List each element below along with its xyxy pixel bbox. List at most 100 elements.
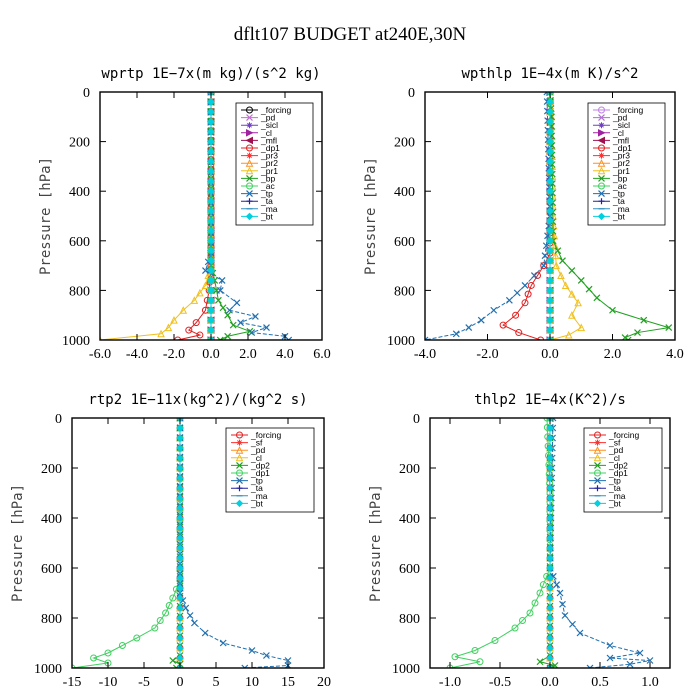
data-point xyxy=(176,654,184,662)
data-point xyxy=(207,237,215,245)
data-point xyxy=(176,474,184,482)
data-point xyxy=(546,118,554,126)
data-point xyxy=(201,281,210,289)
panel-4: thlp2 1E−4x(K^2)/s Pressure [hPa] -1.0 -0.5… xyxy=(368,392,671,690)
data-point xyxy=(546,564,554,572)
data-point xyxy=(646,657,654,664)
data-point xyxy=(634,329,641,336)
data-point xyxy=(176,434,184,442)
data-point xyxy=(176,644,184,652)
y-tick-label: 600 xyxy=(394,235,415,250)
plot-frame xyxy=(71,417,325,669)
data-point xyxy=(554,247,562,255)
data-point xyxy=(585,285,593,293)
data-point xyxy=(551,251,560,260)
y-tick-label: 1000 xyxy=(387,334,415,349)
data-point xyxy=(251,313,259,320)
data-point xyxy=(546,464,554,472)
data-point xyxy=(531,599,539,607)
data-point xyxy=(606,654,614,662)
data-point xyxy=(176,524,184,532)
data-point xyxy=(539,581,547,589)
legend-entry: _sf xyxy=(250,438,263,448)
legend: _forcing_pd_sicl_cl_mfl_dp1_pr3_pr2_pr1_… xyxy=(587,102,666,226)
x-tick-label: 15 xyxy=(281,675,295,690)
data-point xyxy=(546,227,554,235)
legend-marker xyxy=(245,212,254,221)
data-point xyxy=(561,612,569,619)
data-point xyxy=(546,326,554,334)
legend-entry: _mfl xyxy=(260,135,277,145)
legend-marker xyxy=(236,469,243,477)
data-point xyxy=(176,494,184,502)
data-point xyxy=(546,316,554,324)
data-point xyxy=(465,324,473,332)
series-line-pr1 xyxy=(100,92,212,340)
x-tick-label: 10 xyxy=(245,675,259,690)
data-point xyxy=(190,619,198,627)
data-point xyxy=(546,584,554,592)
data-point xyxy=(546,266,554,275)
legend-marker xyxy=(598,174,605,182)
series-line-dp1 xyxy=(502,92,551,340)
legend-marker xyxy=(597,212,606,221)
legend-marker xyxy=(594,439,601,446)
data-point xyxy=(207,247,215,255)
legend-marker xyxy=(593,453,602,462)
data-point xyxy=(546,504,554,512)
data-point xyxy=(207,108,215,116)
data-point xyxy=(451,653,459,661)
data-point xyxy=(568,267,576,274)
x-tick-label: 0.0 xyxy=(541,347,559,362)
legend-marker xyxy=(598,106,605,114)
x-tick-label: 20 xyxy=(317,675,331,690)
data-point xyxy=(546,157,554,166)
data-point xyxy=(214,296,222,304)
legend-marker xyxy=(598,152,605,159)
legend-marker xyxy=(598,122,605,129)
x-tick-label: 6.0 xyxy=(313,347,331,362)
legend-marker xyxy=(597,159,606,167)
y-tick-label: 0 xyxy=(408,86,415,101)
legend-entry: _bt xyxy=(250,498,263,508)
legend-entry: _bp xyxy=(612,173,627,183)
data-point xyxy=(176,534,184,542)
legend-entry: _pd xyxy=(608,445,623,455)
series-group xyxy=(425,92,673,340)
data-point xyxy=(207,227,215,235)
legend-marker xyxy=(246,128,254,137)
data-point xyxy=(546,108,554,116)
y-tick-label: 800 xyxy=(41,612,62,627)
data-point xyxy=(176,554,184,562)
y-tick-label: 200 xyxy=(41,462,62,477)
data-point xyxy=(546,664,554,668)
series-line-dp1 xyxy=(72,418,181,668)
series-line-dp1 xyxy=(449,418,551,668)
x-tick-label: 5 xyxy=(213,675,220,690)
data-point xyxy=(546,654,554,662)
legend-entry: _cl xyxy=(608,453,620,463)
y-tick-label: 0 xyxy=(413,412,420,427)
legend-marker xyxy=(245,136,253,145)
data-point xyxy=(577,277,585,284)
data-point xyxy=(490,306,498,314)
data-point xyxy=(546,306,554,314)
legend-marker xyxy=(236,431,243,439)
data-point xyxy=(176,514,184,522)
data-point xyxy=(540,262,548,270)
legend-marker xyxy=(236,439,243,446)
data-point xyxy=(216,336,224,340)
legend-entry: _cl xyxy=(612,128,624,138)
legend-marker xyxy=(236,477,243,485)
data-point xyxy=(207,306,215,314)
data-point xyxy=(499,321,507,329)
y-tick-label: 800 xyxy=(69,284,90,299)
data-point xyxy=(207,276,215,285)
y-tick-label: 400 xyxy=(394,185,415,200)
data-point xyxy=(186,612,194,619)
y-tick-label: 0 xyxy=(83,86,90,101)
legend-entry: _tp xyxy=(608,476,621,486)
panels: wprtp 1E−7x(m kg)/(s^2 kg) Pressure [hPa]… xyxy=(10,66,684,690)
legend-marker xyxy=(235,446,244,454)
data-point xyxy=(190,296,199,304)
